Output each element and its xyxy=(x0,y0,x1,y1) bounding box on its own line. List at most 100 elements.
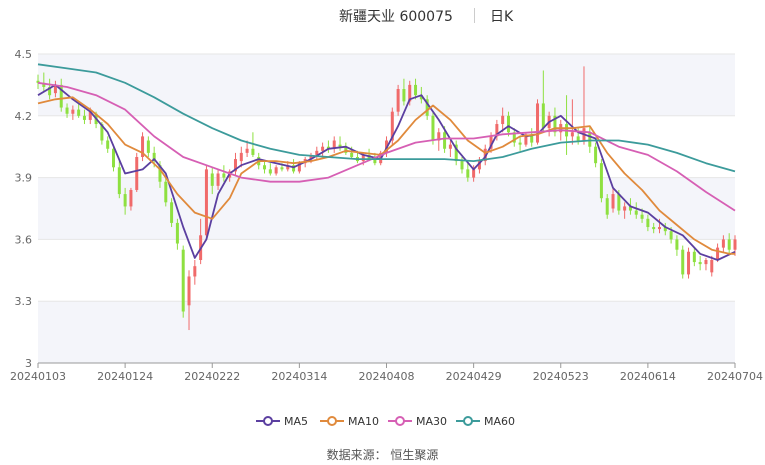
candle-body xyxy=(239,152,243,162)
candle-body xyxy=(448,144,452,149)
candle-body xyxy=(251,148,255,155)
candle-body xyxy=(652,227,656,230)
candle-body xyxy=(408,84,412,102)
candle-body xyxy=(710,260,714,273)
candle-body xyxy=(733,239,737,250)
candle-body xyxy=(541,103,545,129)
candle-body xyxy=(681,249,685,275)
legend-ma30[interactable]: MA30 xyxy=(388,411,447,431)
candle-body xyxy=(48,86,52,96)
candle-body xyxy=(512,132,516,143)
x-tick-label: 20240103 xyxy=(10,370,66,383)
legend-ma60-icon xyxy=(456,416,480,426)
candle-body xyxy=(36,80,40,83)
legend-ma60-label: MA60 xyxy=(484,414,516,428)
candle-body xyxy=(112,148,116,168)
candle-body xyxy=(506,115,510,133)
chart-title: 新疆天业 600075 日K xyxy=(0,6,765,26)
candle-body xyxy=(605,198,609,215)
candle-body xyxy=(495,124,499,137)
y-tick-label: 3.9 xyxy=(15,172,33,185)
candle-body xyxy=(530,134,534,143)
candle-body xyxy=(721,239,725,248)
legend-ma10-label: MA10 xyxy=(348,414,380,428)
candle-body xyxy=(210,173,214,186)
x-tick-label: 20240429 xyxy=(446,370,502,383)
y-tick-label: 3.6 xyxy=(15,233,33,246)
candle-body xyxy=(594,146,598,164)
y-tick-label: 4.5 xyxy=(15,48,33,61)
candle-body xyxy=(570,132,574,137)
legend-ma5-label: MA5 xyxy=(284,414,309,428)
candle-body xyxy=(657,227,661,230)
grid-band xyxy=(38,54,735,116)
legend: MA5 MA10 MA30 MA60 xyxy=(0,411,765,431)
candle-body xyxy=(454,144,458,162)
x-tick-label: 20240614 xyxy=(620,370,676,383)
candle-body xyxy=(59,84,63,108)
legend-ma5[interactable]: MA5 xyxy=(256,411,308,431)
x-tick-label: 20240408 xyxy=(359,370,415,383)
candle-body xyxy=(350,152,354,157)
candle-body xyxy=(321,146,325,151)
x-tick-label: 20240222 xyxy=(184,370,240,383)
candle-body xyxy=(344,146,348,153)
candle-body xyxy=(431,115,435,141)
candle-body xyxy=(65,107,69,114)
candle-body xyxy=(443,132,447,149)
ma10-line xyxy=(37,96,735,255)
candle-body xyxy=(170,202,174,223)
candle-body xyxy=(268,169,272,174)
candle-body xyxy=(123,194,127,207)
candle-body xyxy=(588,132,592,147)
candle-body xyxy=(704,260,708,265)
candle-body xyxy=(716,247,720,260)
y-tick-label: 3.3 xyxy=(15,295,33,308)
candle-body xyxy=(106,140,110,149)
legend-ma10-icon xyxy=(320,416,344,426)
x-tick-label: 20240314 xyxy=(271,370,327,383)
x-tick-label: 20240124 xyxy=(97,370,153,383)
candle-body xyxy=(164,181,168,203)
candle-body xyxy=(628,206,632,211)
legend-ma60[interactable]: MA60 xyxy=(456,411,515,431)
candle-body xyxy=(727,239,731,250)
candle-body xyxy=(274,167,278,174)
ma60-line xyxy=(37,63,736,173)
candle-body xyxy=(53,84,57,94)
candle-body xyxy=(187,276,191,306)
candle-body xyxy=(390,111,394,141)
candle-body xyxy=(483,148,487,162)
candle-body xyxy=(222,173,226,178)
candle-body xyxy=(82,115,86,120)
candle-body xyxy=(425,99,429,116)
candle-body xyxy=(402,89,406,102)
candle-body xyxy=(518,142,522,145)
candle-body xyxy=(687,251,691,275)
candle-body xyxy=(373,159,377,164)
candle-body xyxy=(419,95,423,100)
legend-ma10[interactable]: MA10 xyxy=(320,411,379,431)
candle-body xyxy=(466,169,470,178)
candle-body xyxy=(460,161,464,170)
candle-body xyxy=(135,157,139,190)
candle-body xyxy=(669,231,673,240)
candle-body xyxy=(599,163,603,199)
period-label: 日K xyxy=(490,9,514,25)
x-tick-label: 20240704 xyxy=(707,370,763,383)
candle-body xyxy=(576,136,580,141)
candle-body xyxy=(117,167,121,195)
candle-body xyxy=(361,154,365,162)
legend-ma5-icon xyxy=(256,416,280,426)
candle-body xyxy=(297,163,301,172)
candle-body xyxy=(71,109,75,114)
title-separator xyxy=(474,8,475,23)
candle-body xyxy=(437,132,441,141)
candle-body xyxy=(692,251,696,263)
candle-body xyxy=(332,140,336,149)
legend-ma30-icon xyxy=(388,416,412,426)
candle-body xyxy=(536,103,540,143)
candle-body xyxy=(204,169,208,236)
candle-body xyxy=(326,146,330,149)
